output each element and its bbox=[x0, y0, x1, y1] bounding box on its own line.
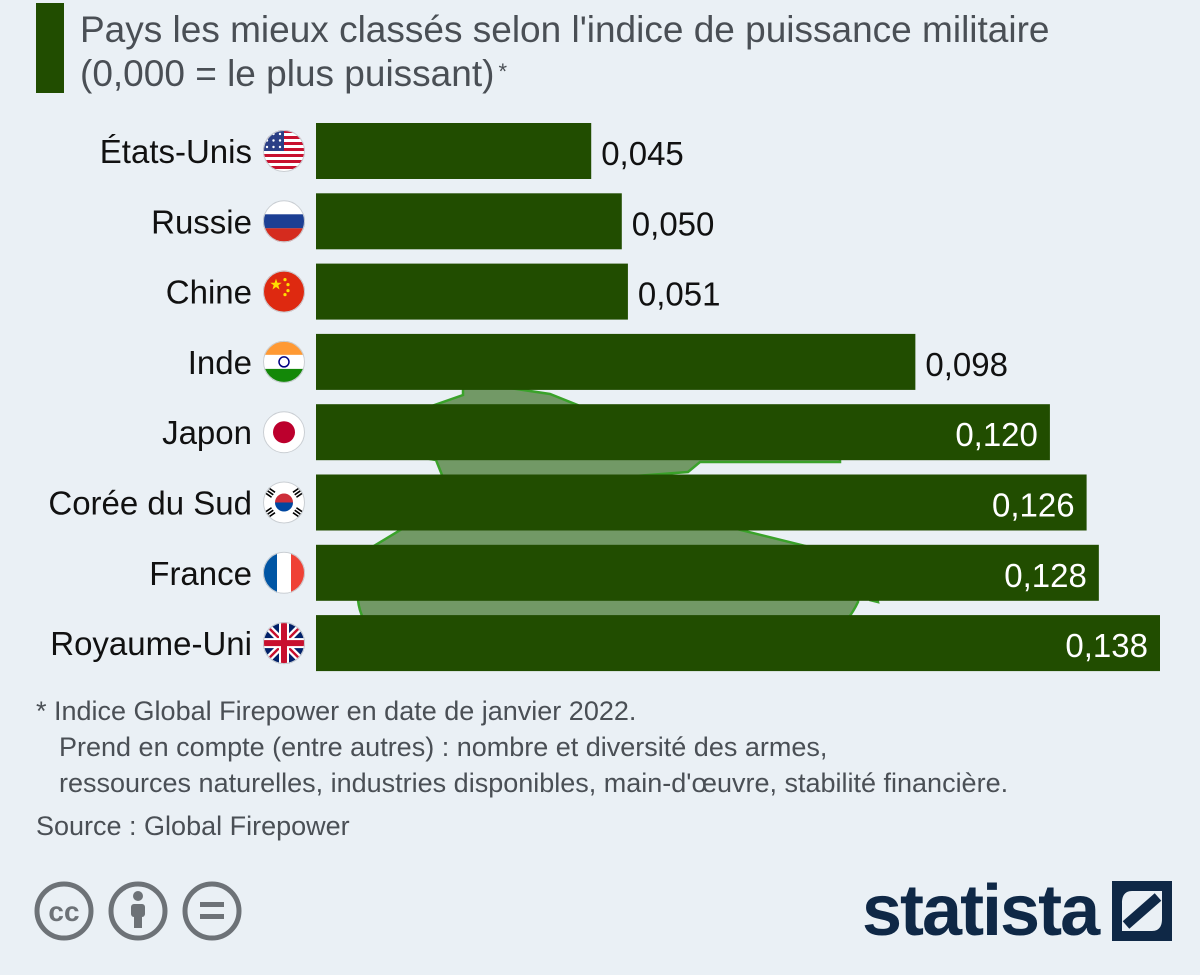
chart-title: Pays les mieux classés selon l'indice de… bbox=[80, 9, 1050, 94]
france-flag-icon bbox=[263, 551, 305, 594]
china-flag-icon bbox=[263, 270, 305, 313]
license-icons: cc bbox=[34, 881, 242, 941]
no-derivatives-icon[interactable] bbox=[182, 881, 242, 941]
uk-flag-icon bbox=[263, 622, 305, 665]
category-label: États-Unis bbox=[100, 133, 252, 170]
statista-logo[interactable]: statista bbox=[862, 866, 1173, 956]
title-accent-bar bbox=[36, 3, 64, 93]
bar bbox=[316, 404, 1050, 461]
value-label: 0,045 bbox=[601, 135, 684, 172]
bar bbox=[316, 123, 592, 179]
bar bbox=[316, 544, 1099, 601]
footnote-line: ressources naturelles, industries dispon… bbox=[59, 768, 1009, 798]
value-label: 0,120 bbox=[955, 416, 1038, 453]
japan-flag-icon bbox=[263, 411, 305, 454]
category-label: France bbox=[149, 555, 252, 592]
statista-wordmark: statista bbox=[862, 871, 1100, 951]
category-label: Chine bbox=[166, 274, 252, 311]
bar bbox=[316, 263, 628, 320]
india-flag-icon bbox=[263, 340, 305, 383]
category-label: Corée du Sud bbox=[48, 485, 252, 522]
russia-flag-icon bbox=[263, 200, 305, 243]
statista-logo-icon bbox=[1112, 881, 1173, 941]
footnote: * Indice Global Firepower en date de jan… bbox=[36, 693, 1186, 801]
bar bbox=[316, 474, 1087, 531]
value-label: 0,098 bbox=[925, 346, 1008, 383]
cc-icon[interactable]: cc bbox=[34, 881, 94, 941]
us-flag-icon bbox=[263, 130, 305, 172]
value-label: 0,126 bbox=[992, 487, 1075, 524]
value-label: 0,138 bbox=[1065, 627, 1148, 664]
category-label: Inde bbox=[188, 344, 252, 381]
bar bbox=[316, 333, 916, 390]
category-label: Japon bbox=[162, 414, 252, 451]
source-text: Source : Global Firepower bbox=[36, 811, 350, 841]
attribution-icon[interactable] bbox=[108, 881, 168, 941]
south-korea-flag-icon bbox=[263, 481, 305, 524]
category-label: Russie bbox=[151, 203, 252, 240]
footnote-line: Prend en compte (entre autres) : nombre … bbox=[59, 732, 828, 762]
category-label: Royaume-Uni bbox=[50, 625, 252, 662]
bar bbox=[316, 615, 1160, 672]
bar bbox=[316, 193, 622, 250]
value-label: 0,128 bbox=[1004, 557, 1087, 594]
value-label: 0,050 bbox=[632, 205, 715, 242]
svg-text:cc: cc bbox=[48, 896, 79, 927]
footnote-line: * Indice Global Firepower en date de jan… bbox=[36, 696, 637, 726]
value-label: 0,051 bbox=[638, 276, 721, 313]
bar-chart: États-Unis 0,045 Russie 0,050 Chine 0,051 Inde… bbox=[48, 123, 1160, 672]
